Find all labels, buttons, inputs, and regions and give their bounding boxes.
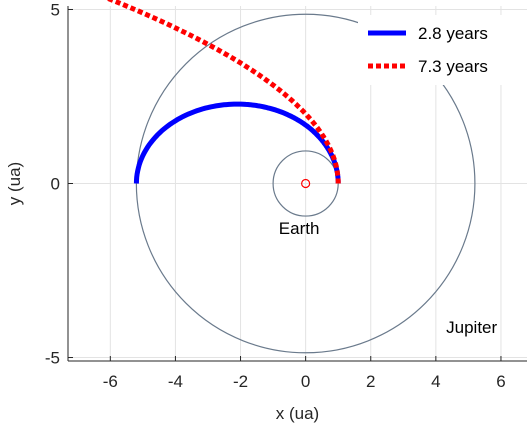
y-axis-label: y (ua) <box>5 162 24 205</box>
legend: 2.8 years 7.3 years <box>358 15 520 85</box>
orbits <box>135 13 476 354</box>
x-tick-label: 4 <box>431 372 440 391</box>
series <box>105 0 341 184</box>
tick-labels: -6 -4 -2 0 2 4 6 -5 0 5 <box>45 0 506 391</box>
axes-frame <box>67 6 527 362</box>
legend-entry-7-3-years: 7.3 years <box>418 57 488 76</box>
y-tick-label: 0 <box>51 175 60 194</box>
x-axis-label: x (ua) <box>276 404 319 423</box>
x-tick-label: 2 <box>366 372 375 391</box>
jupiter-orbit <box>135 13 476 354</box>
y-tick-label: -5 <box>45 349 60 368</box>
trajectory-7-3-years <box>105 0 341 184</box>
x-tick-label: 6 <box>496 372 505 391</box>
x-tick-label: -6 <box>103 372 118 391</box>
y-tick-label: 5 <box>51 0 60 19</box>
x-tick-label: -2 <box>233 372 248 391</box>
earth-label: Earth <box>279 219 320 238</box>
jupiter-label: Jupiter <box>446 318 497 337</box>
x-tick-label: -4 <box>168 372 183 391</box>
legend-entry-2-8-years: 2.8 years <box>418 24 488 43</box>
legend-background <box>358 15 520 85</box>
sun-marker <box>301 178 311 189</box>
x-tick-label: 0 <box>301 372 310 391</box>
